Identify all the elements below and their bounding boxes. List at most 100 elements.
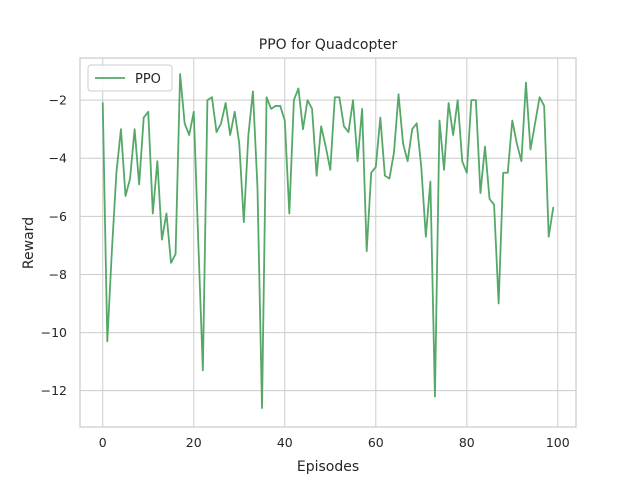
y-tick-label: −2 [49, 93, 67, 108]
data-point [147, 111, 149, 113]
data-point [179, 73, 181, 75]
data-point [439, 120, 441, 122]
data-point [393, 152, 395, 154]
data-point [361, 108, 363, 110]
data-point [343, 125, 345, 127]
data-point [384, 175, 386, 177]
y-tick-label: −8 [49, 267, 67, 282]
data-point [411, 128, 413, 130]
data-point [288, 213, 290, 215]
series-line-ppo [101, 73, 555, 410]
data-point [466, 172, 468, 174]
data-point [257, 186, 259, 188]
data-point [502, 172, 504, 174]
data-point [138, 183, 140, 185]
data-point [229, 134, 231, 136]
data-point [493, 204, 495, 206]
data-point [420, 166, 422, 168]
data-point [302, 128, 304, 130]
data-point [375, 166, 377, 168]
data-point [266, 96, 268, 98]
data-point [516, 143, 518, 145]
data-point [143, 117, 145, 119]
data-point [366, 250, 368, 252]
data-point [243, 221, 245, 223]
x-tick-label: 40 [277, 435, 293, 450]
data-point [270, 108, 272, 110]
data-point [111, 250, 113, 252]
data-point [539, 96, 541, 98]
data-point [525, 82, 527, 84]
chart-title: PPO for Quadcopter [259, 37, 398, 53]
data-point [548, 236, 550, 238]
data-point [425, 236, 427, 238]
data-point [193, 111, 195, 113]
data-point [247, 134, 249, 136]
tick-labels: 0 20 40 60 80 100 −12 −10 −8 −6 −4 −2 [41, 93, 570, 450]
y-tick-label: −10 [41, 325, 67, 340]
x-axis-label: Episodes [297, 459, 359, 475]
x-tick-label: 80 [459, 435, 475, 450]
data-point [156, 160, 158, 162]
data-point [284, 120, 286, 122]
data-point [298, 88, 300, 90]
data-point [357, 160, 359, 162]
data-point [220, 122, 222, 124]
data-point [134, 128, 136, 130]
data-point [129, 178, 131, 180]
data-point [470, 99, 472, 101]
data-point [293, 99, 295, 101]
data-point [216, 131, 218, 133]
data-point [106, 340, 108, 342]
data-point [484, 146, 486, 148]
data-point [102, 102, 104, 104]
data-point [334, 96, 336, 98]
data-point [461, 160, 463, 162]
data-point [166, 213, 168, 215]
data-point [402, 143, 404, 145]
legend-box [87, 64, 173, 92]
data-point [338, 96, 340, 98]
data-point [207, 99, 209, 101]
x-tick-label: 100 [546, 435, 570, 450]
data-point [175, 253, 177, 255]
data-point [407, 160, 409, 162]
data-point [489, 198, 491, 200]
data-point [307, 99, 309, 101]
data-point [348, 131, 350, 133]
series-layer [101, 73, 555, 410]
data-point [457, 99, 459, 101]
data-point [120, 128, 122, 130]
data-point [398, 93, 400, 95]
data-point [234, 111, 236, 113]
x-tick-label: 20 [186, 435, 202, 450]
data-point [279, 105, 281, 107]
y-axis-label: Reward [21, 217, 37, 269]
legend: PPO [87, 64, 173, 92]
y-tick-label: −12 [41, 383, 67, 398]
data-point [211, 96, 213, 98]
data-point [480, 192, 482, 194]
data-point [238, 143, 240, 145]
data-point [352, 99, 354, 101]
data-point [325, 146, 327, 148]
data-point [498, 303, 500, 305]
data-point [543, 105, 545, 107]
data-point [197, 242, 199, 244]
data-point [202, 369, 204, 371]
data-point [184, 122, 186, 124]
data-point [252, 91, 254, 93]
data-point [116, 172, 118, 174]
x-tick-label: 0 [99, 435, 107, 450]
data-point [475, 99, 477, 101]
data-point [552, 207, 554, 209]
data-point [448, 102, 450, 104]
data-point [225, 102, 227, 104]
data-point [416, 122, 418, 124]
y-tick-label: −4 [49, 151, 67, 166]
data-point [261, 407, 263, 409]
data-point [511, 120, 513, 122]
data-point [530, 149, 532, 151]
data-point [520, 160, 522, 162]
